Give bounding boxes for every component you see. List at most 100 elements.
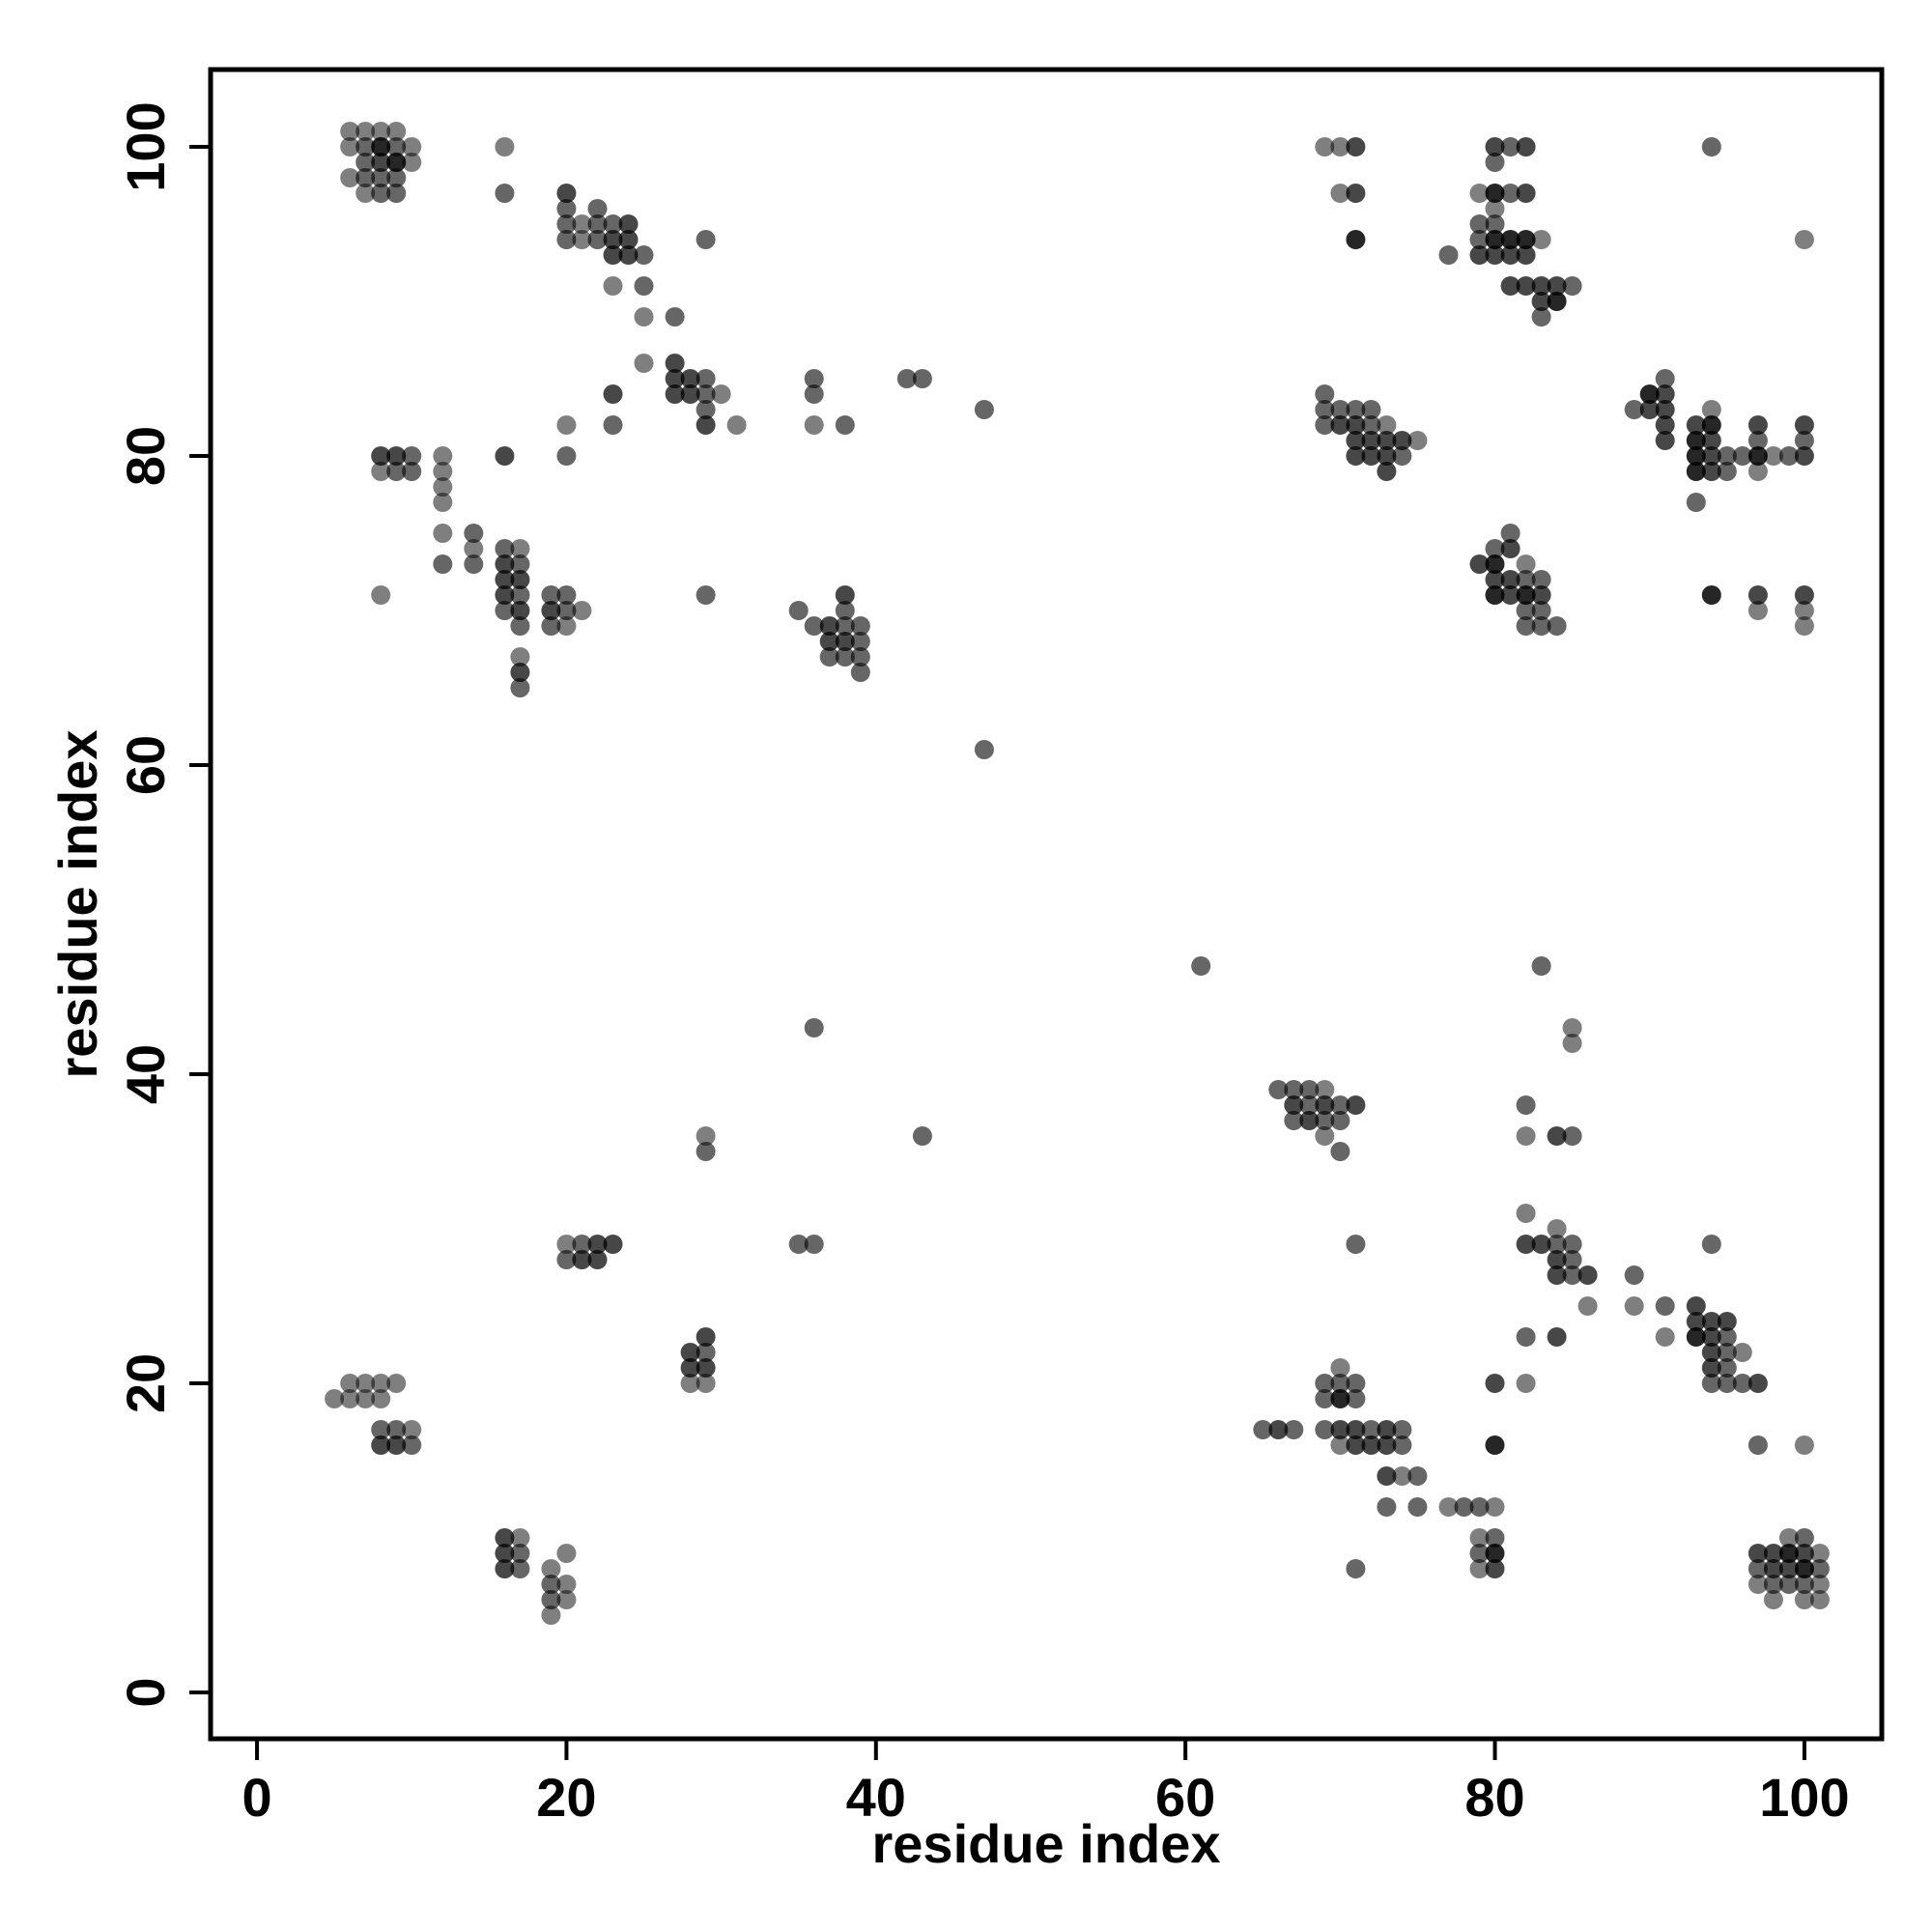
data-point	[510, 678, 530, 697]
data-point	[433, 554, 453, 574]
data-point	[1516, 1374, 1536, 1393]
x-axis: 0 20 40 60 80 100	[242, 1739, 1850, 1828]
data-point	[1686, 446, 1706, 466]
data-point	[1469, 214, 1490, 234]
data-point	[495, 554, 515, 574]
data-point	[1346, 431, 1366, 450]
data-point	[1299, 1095, 1320, 1115]
data-point	[835, 415, 855, 435]
data-point	[819, 632, 839, 651]
y-axis-title: residue index	[47, 729, 108, 1078]
data-point	[402, 462, 422, 481]
data-point	[556, 585, 577, 605]
data-point	[665, 307, 685, 327]
data-point	[634, 307, 654, 327]
data-point	[510, 539, 530, 558]
data-point	[510, 601, 530, 620]
data-point	[1330, 1420, 1350, 1439]
data-point	[1747, 601, 1768, 620]
data-point	[355, 184, 376, 203]
data-point	[1717, 1343, 1737, 1362]
data-point	[1547, 1250, 1567, 1269]
data-point	[464, 554, 484, 574]
data-point	[1794, 1590, 1814, 1609]
data-point	[1701, 462, 1721, 481]
data-point	[1747, 431, 1768, 450]
data-point	[1516, 245, 1536, 265]
data-point	[572, 230, 592, 249]
data-point	[1346, 1420, 1366, 1439]
data-point	[1701, 446, 1721, 466]
data-point	[850, 632, 870, 651]
data-point	[510, 663, 530, 682]
data-point	[1315, 1126, 1335, 1146]
data-point	[1516, 1327, 1536, 1347]
data-point	[711, 384, 731, 404]
data-point	[1763, 1575, 1783, 1594]
data-point	[603, 230, 623, 249]
data-point	[1747, 1435, 1768, 1455]
data-point	[1809, 1575, 1830, 1594]
data-point	[1377, 431, 1397, 450]
data-point	[386, 1374, 407, 1393]
data-point	[1562, 1265, 1582, 1285]
data-point	[1392, 1435, 1412, 1455]
data-point	[1717, 1327, 1737, 1347]
x-tick-label: 60	[1155, 1767, 1215, 1828]
data-point	[1562, 276, 1582, 296]
y-tick-label: 40	[115, 1044, 176, 1104]
data-point	[1485, 1528, 1505, 1548]
data-point	[1346, 1095, 1366, 1115]
data-point	[556, 1544, 577, 1563]
data-point	[1315, 1080, 1335, 1099]
data-point	[541, 1559, 561, 1578]
data-point	[1469, 184, 1490, 203]
data-point	[1330, 1374, 1350, 1393]
data-point	[1392, 446, 1412, 466]
data-point	[1361, 1435, 1381, 1455]
data-point	[603, 415, 623, 435]
data-point	[680, 384, 700, 404]
data-point	[1686, 415, 1706, 435]
data-point	[634, 276, 654, 296]
data-point	[1809, 1559, 1830, 1578]
data-point	[1315, 400, 1335, 419]
data-point	[603, 276, 623, 296]
data-point	[1516, 276, 1536, 296]
data-point	[510, 1559, 530, 1578]
data-point	[1191, 956, 1211, 976]
data-point	[1547, 1126, 1567, 1146]
data-point	[912, 1126, 932, 1146]
data-point	[1686, 1312, 1706, 1331]
data-point	[510, 554, 530, 574]
data-point	[402, 1420, 422, 1439]
data-point	[1747, 415, 1768, 435]
data-point	[1717, 1358, 1737, 1378]
data-point	[1516, 184, 1536, 203]
data-point	[1747, 585, 1768, 605]
data-point	[1346, 1235, 1366, 1254]
data-point	[1284, 1080, 1304, 1099]
data-point	[587, 214, 608, 234]
data-point	[665, 369, 685, 388]
data-point	[1485, 1497, 1505, 1517]
data-point	[665, 384, 685, 404]
y-axis: 0 20 40 60 80 100	[115, 101, 211, 1708]
data-point	[371, 462, 391, 481]
data-point	[495, 1528, 515, 1548]
data-point	[1485, 199, 1505, 218]
data-point	[1485, 245, 1505, 265]
data-point	[386, 153, 407, 172]
data-point	[1732, 1374, 1752, 1393]
data-point	[1485, 153, 1505, 172]
data-point	[1809, 1590, 1830, 1609]
data-point	[371, 153, 391, 172]
x-tick-label: 80	[1464, 1767, 1524, 1828]
data-point	[510, 570, 530, 589]
data-point	[1407, 431, 1428, 450]
data-point	[1655, 369, 1675, 388]
data-point	[1562, 1235, 1582, 1254]
data-point	[1346, 415, 1366, 435]
data-point	[371, 137, 391, 156]
data-point	[1686, 1327, 1706, 1347]
